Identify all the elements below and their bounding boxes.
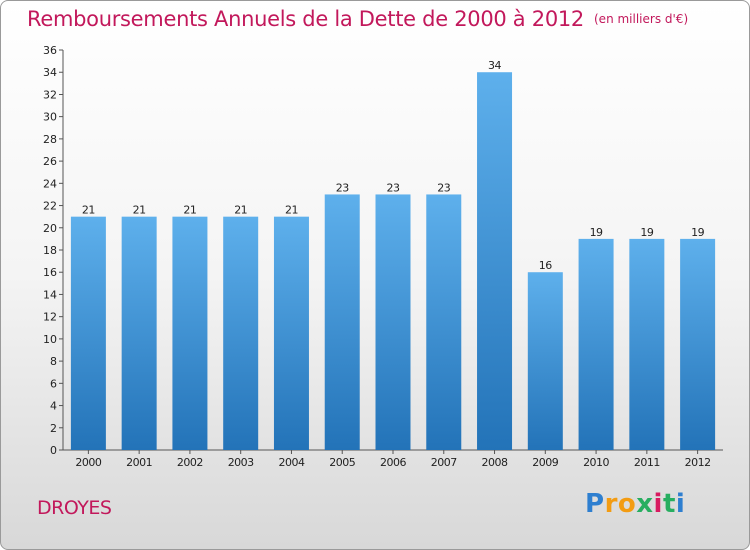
- bar: [70, 216, 106, 450]
- logo-letter: x: [636, 489, 654, 519]
- x-tick-label: 2010: [583, 456, 609, 469]
- bar-value-label: 19: [691, 226, 704, 239]
- bar: [680, 238, 716, 450]
- y-tick-label: 34: [43, 66, 57, 79]
- bar-value-label: 21: [82, 204, 95, 217]
- logo-letter: i: [653, 489, 663, 519]
- bar-value-label: 21: [285, 204, 298, 217]
- bar-value-label: 21: [183, 204, 196, 217]
- logo-letter: t: [662, 489, 676, 519]
- y-tick-label: 0: [50, 444, 57, 457]
- bar: [578, 238, 614, 450]
- x-tick-label: 2002: [177, 456, 203, 469]
- proxiti-logo: Proxiti: [585, 489, 685, 519]
- bar-value-label: 34: [488, 59, 501, 72]
- y-tick-label: 24: [43, 177, 57, 190]
- bar-value-label: 19: [590, 226, 603, 239]
- y-tick-label: 12: [43, 311, 57, 324]
- y-tick-label: 8: [50, 355, 57, 368]
- y-tick-label: 26: [43, 155, 57, 168]
- x-tick-label: 2007: [431, 456, 457, 469]
- bar: [121, 216, 157, 450]
- x-tick-label: 2001: [126, 456, 152, 469]
- x-tick-label: 2000: [75, 456, 101, 469]
- bar: [324, 194, 360, 450]
- bar-value-label: 23: [437, 181, 450, 194]
- bar: [273, 216, 309, 450]
- logo-letter: P: [585, 489, 605, 519]
- y-tick-label: 18: [43, 244, 57, 257]
- bar-value-label: 21: [133, 204, 146, 217]
- x-tick-label: 2012: [685, 456, 711, 469]
- y-tick-label: 4: [50, 400, 57, 413]
- bar: [426, 194, 462, 450]
- bar: [223, 216, 259, 450]
- y-tick-label: 32: [43, 88, 57, 101]
- bar: [375, 194, 411, 450]
- bar-value-label: 23: [387, 181, 400, 194]
- y-tick-label: 36: [43, 44, 57, 57]
- y-tick-label: 20: [43, 222, 57, 235]
- x-tick-label: 2005: [329, 456, 355, 469]
- bar-value-label: 19: [640, 226, 653, 239]
- y-tick-label: 14: [43, 288, 57, 301]
- chart-title-text: Remboursements Annuels de la Dette de 20…: [27, 7, 584, 31]
- bar-value-label: 23: [336, 181, 349, 194]
- y-tick-label: 22: [43, 200, 57, 213]
- x-tick-label: 2009: [532, 456, 558, 469]
- x-tick-label: 2003: [228, 456, 254, 469]
- x-tick-label: 2008: [482, 456, 508, 469]
- town-name: DROYES: [37, 497, 112, 519]
- logo-letter: i: [675, 489, 686, 519]
- x-tick-label: 2004: [278, 456, 304, 469]
- y-tick-label: 30: [43, 111, 57, 124]
- logo-letter: o: [617, 489, 637, 519]
- bar: [477, 72, 513, 450]
- bar: [629, 238, 665, 450]
- y-tick-label: 6: [50, 377, 57, 390]
- chart-unit: (en milliers d'€): [594, 12, 689, 26]
- bar: [172, 216, 208, 450]
- y-tick-label: 28: [43, 133, 57, 146]
- x-tick-label: 2006: [380, 456, 406, 469]
- bar-value-label: 16: [539, 259, 552, 272]
- y-tick-label: 10: [43, 333, 57, 346]
- logo-letter: r: [604, 489, 618, 519]
- chart-title: Remboursements Annuels de la Dette de 20…: [27, 7, 688, 31]
- y-tick-label: 16: [43, 266, 57, 279]
- y-tick-label: 2: [50, 422, 57, 435]
- bar-value-label: 21: [234, 204, 247, 217]
- x-tick-label: 2011: [634, 456, 660, 469]
- bar: [527, 272, 563, 450]
